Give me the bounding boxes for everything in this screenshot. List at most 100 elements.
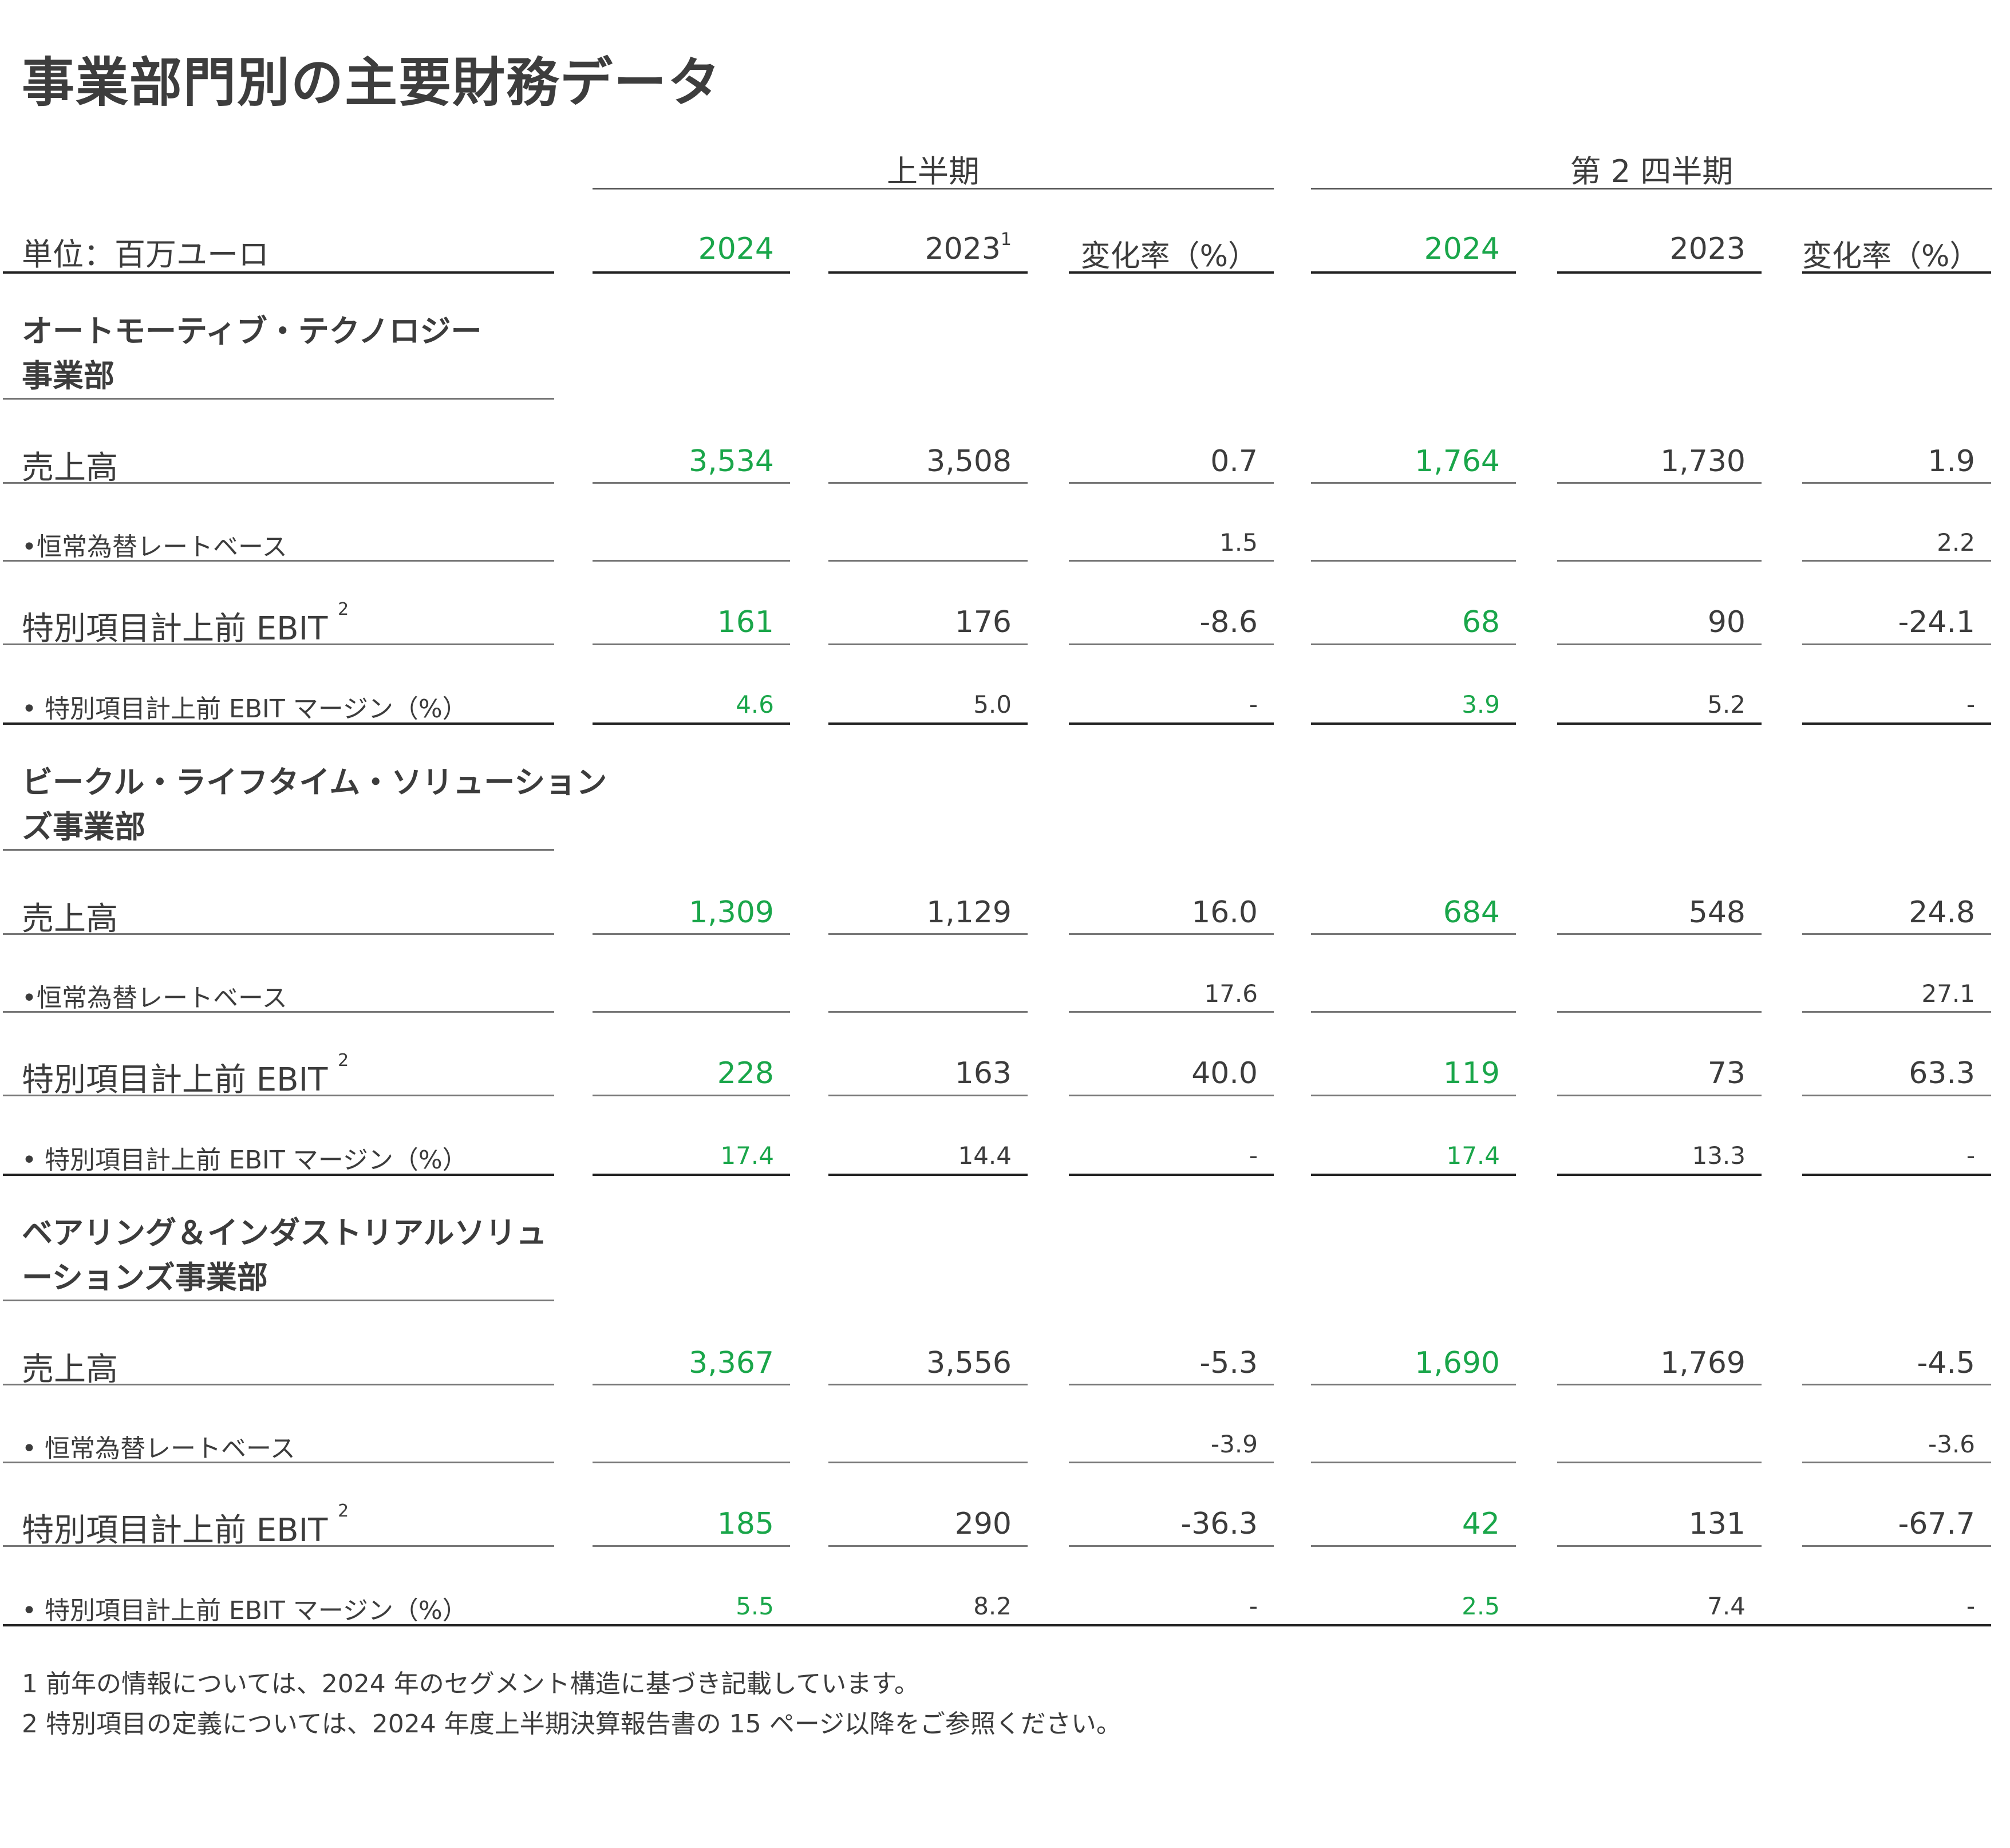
table-cell: 131 bbox=[1688, 1507, 1746, 1541]
table-cell-rule bbox=[828, 1462, 1028, 1463]
column-header-text: 2023 bbox=[1669, 232, 1746, 266]
table-cell: 1,129 bbox=[926, 895, 1012, 930]
column-header-2: 変化率（%） bbox=[1069, 232, 1258, 275]
column-header-5: 変化率（%） bbox=[1802, 232, 1979, 275]
table-cell: 24.8 bbox=[1909, 895, 1975, 930]
row-label-text: 売上高 bbox=[22, 901, 118, 938]
table-cell-rule bbox=[1069, 1384, 1274, 1385]
row-label-rule bbox=[3, 1095, 554, 1096]
table-cell: 228 bbox=[717, 1056, 774, 1091]
table-cell: 1,309 bbox=[689, 895, 774, 930]
row-label-rule bbox=[3, 560, 554, 562]
table-cell-rule bbox=[1802, 643, 1991, 645]
table-cell: 90 bbox=[1707, 605, 1746, 639]
row-label-rule bbox=[3, 1545, 554, 1547]
table-cell-rule bbox=[1311, 1174, 1516, 1176]
table-cell-rule bbox=[1069, 560, 1274, 562]
table-cell: 17.4 bbox=[1446, 1142, 1500, 1170]
row-label-text: 特別項目計上前 EBIT bbox=[22, 610, 338, 647]
column-header-rule bbox=[1069, 271, 1274, 274]
table-cell: 5.0 bbox=[973, 690, 1012, 718]
section-title-line: 事業部 bbox=[22, 358, 114, 394]
column-header-text: 2024 bbox=[698, 232, 774, 266]
table-cell: 3,508 bbox=[926, 444, 1012, 479]
row-label-rule bbox=[3, 643, 554, 645]
table-cell-rule bbox=[593, 1545, 790, 1547]
table-cell: -24.1 bbox=[1898, 605, 1975, 639]
table-cell: 290 bbox=[954, 1507, 1012, 1541]
table-cell: 14.4 bbox=[958, 1142, 1012, 1170]
table-cell-rule bbox=[593, 1011, 790, 1013]
table-cell-rule bbox=[1069, 1462, 1274, 1463]
section-title: オートモーティブ・テクノロジー 事業部 bbox=[22, 309, 482, 398]
row-label-text: •恒常為替レートベース bbox=[22, 532, 287, 562]
row-label-rule bbox=[3, 722, 554, 725]
section-title-rule bbox=[3, 398, 554, 400]
table-cell-rule bbox=[828, 933, 1028, 935]
column-header-text: 2023 bbox=[925, 232, 1001, 266]
page-title: 事業部門別の主要財務データ bbox=[22, 52, 722, 113]
table-cell-rule bbox=[593, 560, 790, 562]
table-cell: 63.3 bbox=[1909, 1056, 1975, 1091]
row-label-text: 特別項目計上前 EBIT bbox=[22, 1061, 338, 1099]
table-cell: -67.7 bbox=[1898, 1507, 1975, 1541]
table-cell-rule bbox=[1311, 1095, 1516, 1096]
table-cell-rule bbox=[1311, 560, 1516, 562]
table-cell: -8.6 bbox=[1199, 605, 1258, 639]
column-header-rule bbox=[593, 271, 790, 274]
table-cell-rule bbox=[593, 482, 790, 484]
table-cell: - bbox=[1249, 1592, 1258, 1620]
table-cell-rule bbox=[1557, 1095, 1762, 1096]
table-cell-rule bbox=[1069, 933, 1274, 935]
table-cell: 1,730 bbox=[1660, 444, 1746, 479]
table-cell: 2.5 bbox=[1462, 1592, 1500, 1620]
table-cell: 27.1 bbox=[1921, 980, 1975, 1008]
table-cell-rule bbox=[828, 1384, 1028, 1385]
table-cell: 548 bbox=[1688, 895, 1746, 930]
table-cell-rule bbox=[828, 1545, 1028, 1547]
row-label-rule bbox=[3, 933, 554, 935]
table-cell: 17.4 bbox=[720, 1142, 774, 1170]
table-bottom-rule bbox=[3, 1624, 1991, 1626]
table-cell: 0.7 bbox=[1210, 444, 1258, 479]
table-cell: 73 bbox=[1707, 1056, 1746, 1091]
row-label: • 特別項目計上前 EBIT マージン（%） bbox=[22, 1139, 468, 1176]
table-cell: 3.9 bbox=[1462, 690, 1500, 718]
table-cell: 684 bbox=[1443, 895, 1500, 930]
column-header-3: 2024 bbox=[1311, 232, 1500, 266]
column-header-0: 2024 bbox=[593, 232, 774, 266]
table-cell-rule bbox=[1311, 482, 1516, 484]
table-cell: 40.0 bbox=[1191, 1056, 1258, 1091]
unit-label: 単位：百万ユーロ bbox=[22, 236, 269, 273]
table-cell-rule bbox=[828, 722, 1028, 725]
row-label: 特別項目計上前 EBIT 2 bbox=[22, 1501, 349, 1551]
table-cell-rule bbox=[1069, 722, 1274, 725]
row-label-text: • 特別項目計上前 EBIT マージン（%） bbox=[22, 1146, 468, 1175]
table-cell-rule bbox=[593, 1462, 790, 1463]
table-cell-rule bbox=[1069, 482, 1274, 484]
row-label: •恒常為替レートベース bbox=[22, 977, 287, 1014]
column-header-rule bbox=[828, 271, 1028, 274]
header-group-q2-line bbox=[1311, 188, 1992, 189]
table-cell-rule bbox=[593, 722, 790, 725]
table-cell-rule bbox=[1557, 560, 1762, 562]
table-cell: 3,534 bbox=[689, 444, 774, 479]
section-title-line: オートモーティブ・テクノロジー bbox=[22, 313, 482, 349]
table-cell-rule bbox=[1802, 933, 1991, 935]
table-cell: 163 bbox=[954, 1056, 1012, 1091]
table-cell-rule bbox=[1069, 1174, 1274, 1176]
table-cell-rule bbox=[1802, 1384, 1991, 1385]
table-cell-rule bbox=[1557, 1011, 1762, 1013]
table-cell-rule bbox=[1802, 482, 1991, 484]
row-label: • 特別項目計上前 EBIT マージン（%） bbox=[22, 1590, 468, 1626]
header-group-h1: 上半期 bbox=[887, 153, 980, 189]
table-cell: 5.5 bbox=[736, 1592, 774, 1620]
table-cell-rule bbox=[1557, 1545, 1762, 1547]
table-cell-rule bbox=[828, 560, 1028, 562]
table-cell: 42 bbox=[1462, 1507, 1500, 1541]
table-cell: 1,690 bbox=[1415, 1346, 1500, 1380]
section-title: ベアリング＆インダストリアルソリュ ーションズ事業部 bbox=[22, 1211, 547, 1300]
table-cell-rule bbox=[593, 1384, 790, 1385]
row-label-text: 特別項目計上前 EBIT bbox=[22, 1512, 338, 1549]
row-label-text: 売上高 bbox=[22, 1351, 118, 1388]
